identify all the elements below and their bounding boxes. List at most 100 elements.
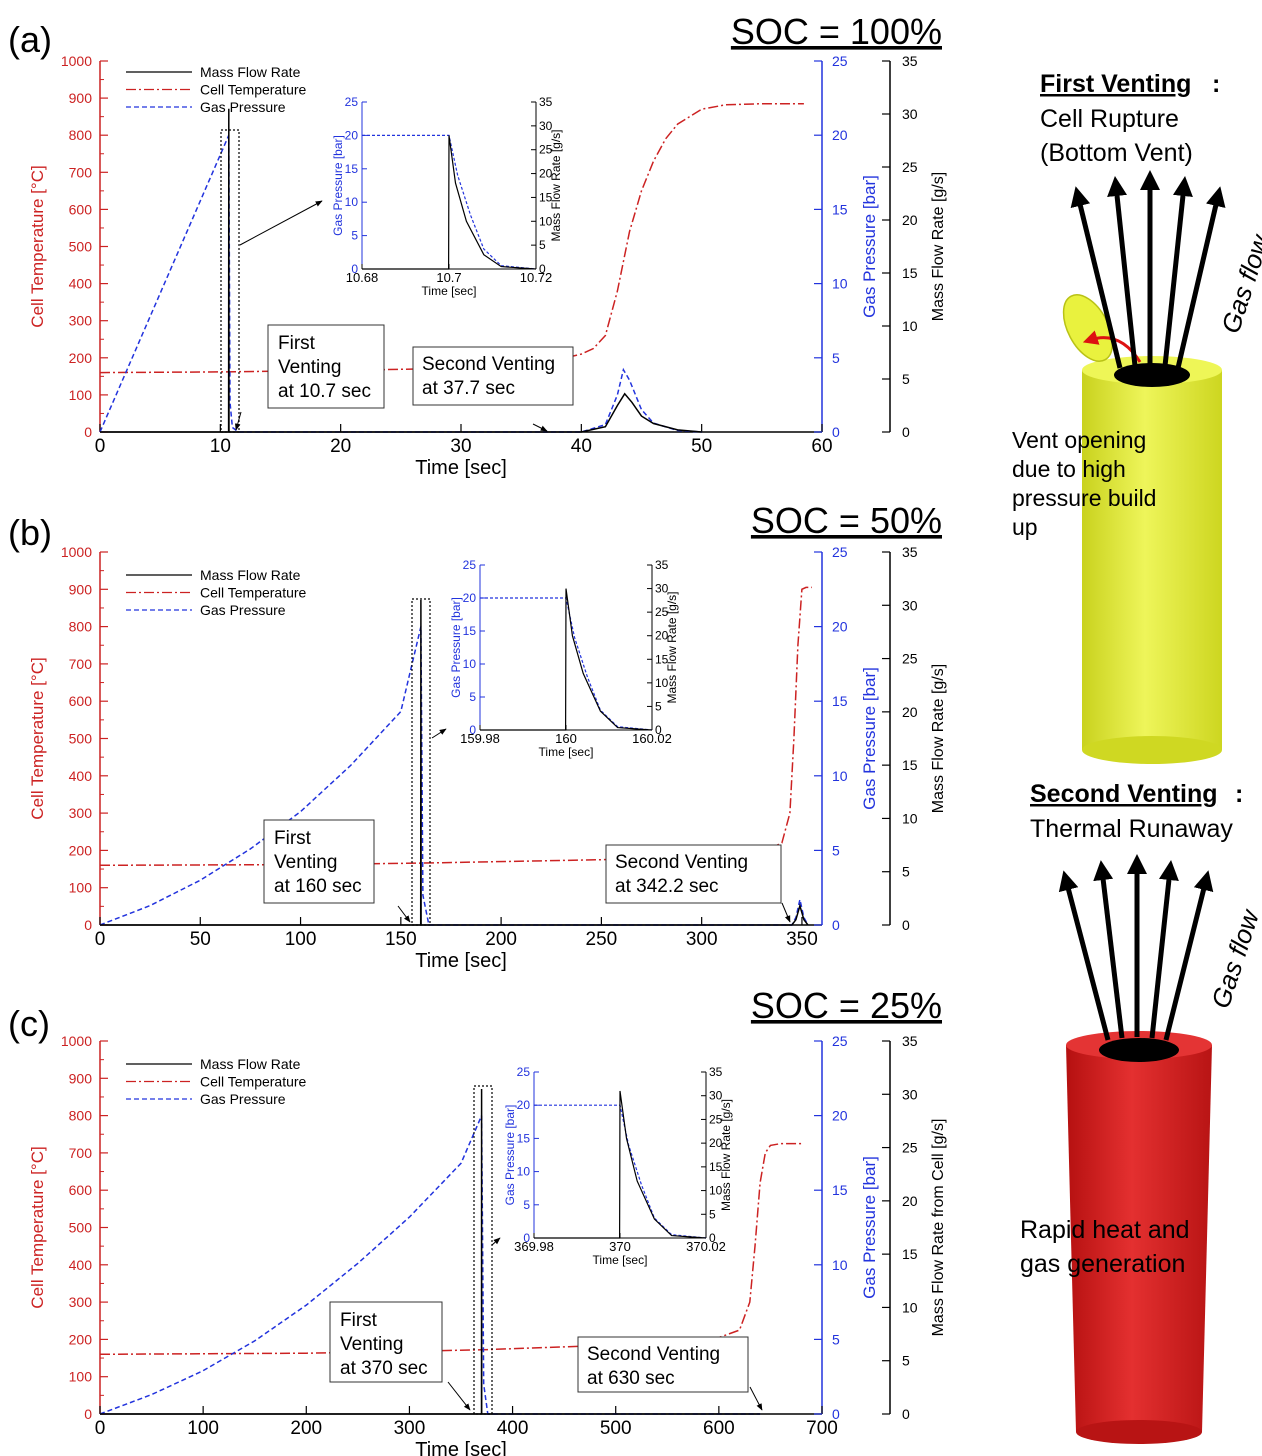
chart-panel-2: (b) SOC = 50%0100200300400500600700800900… <box>8 500 947 972</box>
second-venting-colon: : <box>1235 780 1243 808</box>
first-venting-text: at 160 sec <box>274 876 362 897</box>
temp-tick-label: 600 <box>69 693 93 709</box>
time-tick-label: 150 <box>385 929 417 950</box>
first-venting-callout: First Venting at 10.7 sec <box>267 324 385 409</box>
temp-tick-label: 300 <box>69 805 93 821</box>
inset-mfr-tick: 30 <box>655 582 669 596</box>
gas-flow-arrows-bottom-icon <box>1058 854 1214 1041</box>
heat-note-2: gas generation <box>1020 1250 1185 1278</box>
vent-note-3: pressure build <box>1012 485 1156 511</box>
vent-note-1: Vent opening <box>1012 427 1146 453</box>
inset-mfr-tick: 10 <box>655 676 669 690</box>
inset-time-tick: 10.7 <box>436 270 461 285</box>
inset-mfr-tick: 35 <box>539 95 553 109</box>
time-tick-label: 250 <box>586 929 618 950</box>
pressure-tick-label: 25 <box>832 1033 848 1049</box>
pressure-tick-label: 15 <box>832 693 848 709</box>
inset-pressure-label: Gas Pressure [bar] <box>449 597 463 698</box>
inset-pointer <box>431 728 447 739</box>
heat-note-1: Rapid heat and <box>1020 1216 1190 1244</box>
inset-mfr-label: Mass Flow Rate [g/s] <box>665 591 679 703</box>
time-tick-label: 0 <box>95 436 106 457</box>
inset-pressure-tick: 10 <box>463 657 477 671</box>
inset-pressure-tick: 5 <box>523 1198 530 1212</box>
temp-tick-label: 400 <box>69 276 93 292</box>
time-tick-label: 500 <box>600 1418 632 1439</box>
temperature-axis-label: Cell Temperature [°C] <box>28 1146 47 1308</box>
inset-mfr-tick: 20 <box>655 629 669 643</box>
temp-tick-label: 500 <box>69 1220 93 1236</box>
first-venting-sub-1: Cell Rupture <box>1040 105 1179 133</box>
pressure-tick-label: 0 <box>832 424 840 440</box>
second-venting-sub: Thermal Runaway <box>1030 815 1233 843</box>
pressure-tick-label: 10 <box>832 276 848 292</box>
temp-tick-label: 300 <box>69 313 93 329</box>
legend-entry: Gas Pressure <box>200 99 286 115</box>
inset-time-tick: 159.98 <box>460 731 500 746</box>
time-tick-label: 20 <box>330 436 351 457</box>
legend-entry: Mass Flow Rate <box>200 64 301 80</box>
inset-time-tick: 160 <box>555 731 577 746</box>
inset-mfr-tick: 10 <box>539 214 553 228</box>
chart-panel-1: (a) SOC = 100%010020030040050060070080090… <box>8 11 947 479</box>
mass-flow-tick-label: 0 <box>902 1406 910 1422</box>
mass-flow-tick-label: 10 <box>902 810 918 826</box>
inset-pressure-tick: 25 <box>345 95 359 109</box>
pressure-tick-label: 20 <box>832 619 848 635</box>
inset-series-mass-flow-rate <box>480 588 653 731</box>
inset-series-mass-flow-rate <box>362 135 537 270</box>
mass-flow-tick-label: 15 <box>902 1246 918 1262</box>
zoom-box <box>473 1085 493 1415</box>
temp-tick-label: 700 <box>69 164 93 180</box>
first-venting-colon: : <box>1212 70 1220 98</box>
temp-tick-label: 900 <box>69 1070 93 1086</box>
temp-tick-label: 400 <box>69 768 93 784</box>
temp-tick-label: 800 <box>69 127 93 143</box>
inset-mfr-tick: 0 <box>709 1231 716 1245</box>
mass-flow-tick-label: 25 <box>902 651 918 667</box>
mass-flow-tick-label: 15 <box>902 265 918 281</box>
temp-tick-label: 500 <box>69 239 93 255</box>
time-tick-label: 0 <box>95 929 106 950</box>
series-gas-pressure <box>99 1115 761 1415</box>
time-tick-label: 100 <box>285 929 317 950</box>
inset-mfr-tick: 20 <box>539 167 553 181</box>
temp-tick-label: 100 <box>69 880 93 896</box>
inset-pressure-tick: 0 <box>469 723 476 737</box>
pressure-axis-label: Gas Pressure [bar] <box>860 1156 879 1299</box>
mass-flow-tick-label: 30 <box>902 1086 918 1102</box>
time-tick-label: 10 <box>210 436 231 457</box>
first-venting-text: Venting <box>340 1334 403 1355</box>
inset-pressure-tick: 20 <box>345 128 359 142</box>
first-venting-text: at 10.7 sec <box>278 381 371 402</box>
time-tick-label: 40 <box>571 436 592 457</box>
time-tick-label: 0 <box>95 1418 106 1439</box>
second-venting-pointer <box>781 902 791 923</box>
time-tick-label: 300 <box>686 929 718 950</box>
inset-mfr-tick: 30 <box>539 119 553 133</box>
inset-time-tick: 370.02 <box>686 1239 726 1254</box>
inset-mfr-label: Mass Flow Rate [g/s] <box>549 129 563 241</box>
zoom-box <box>411 598 431 926</box>
pressure-tick-label: 15 <box>832 201 848 217</box>
temp-tick-label: 600 <box>69 201 93 217</box>
temp-tick-label: 500 <box>69 731 93 747</box>
mass-flow-axis-label: Mass Flow Rate [g/s] <box>930 664 947 813</box>
soc-title: SOC = 100% <box>731 11 942 52</box>
mass-flow-tick-label: 0 <box>902 424 910 440</box>
inset-pressure-label: Gas Pressure [bar] <box>503 1105 517 1206</box>
time-tick-label: 700 <box>806 1418 838 1439</box>
inset-mfr-tick: 5 <box>709 1207 716 1221</box>
first-venting-text: Venting <box>278 357 341 378</box>
mass-flow-tick-label: 5 <box>902 1353 910 1369</box>
inset-mfr-label: Mass Flow Rate [g/s] <box>719 1099 733 1211</box>
temp-tick-label: 100 <box>69 387 93 403</box>
inset-series-mass-flow-rate <box>534 1090 707 1239</box>
pressure-tick-label: 20 <box>832 1108 848 1124</box>
inset-pressure-tick: 20 <box>463 591 477 605</box>
inset-mfr-tick: 15 <box>539 190 553 204</box>
inset-pointer <box>239 200 323 246</box>
second-venting-pointer <box>749 1386 763 1411</box>
